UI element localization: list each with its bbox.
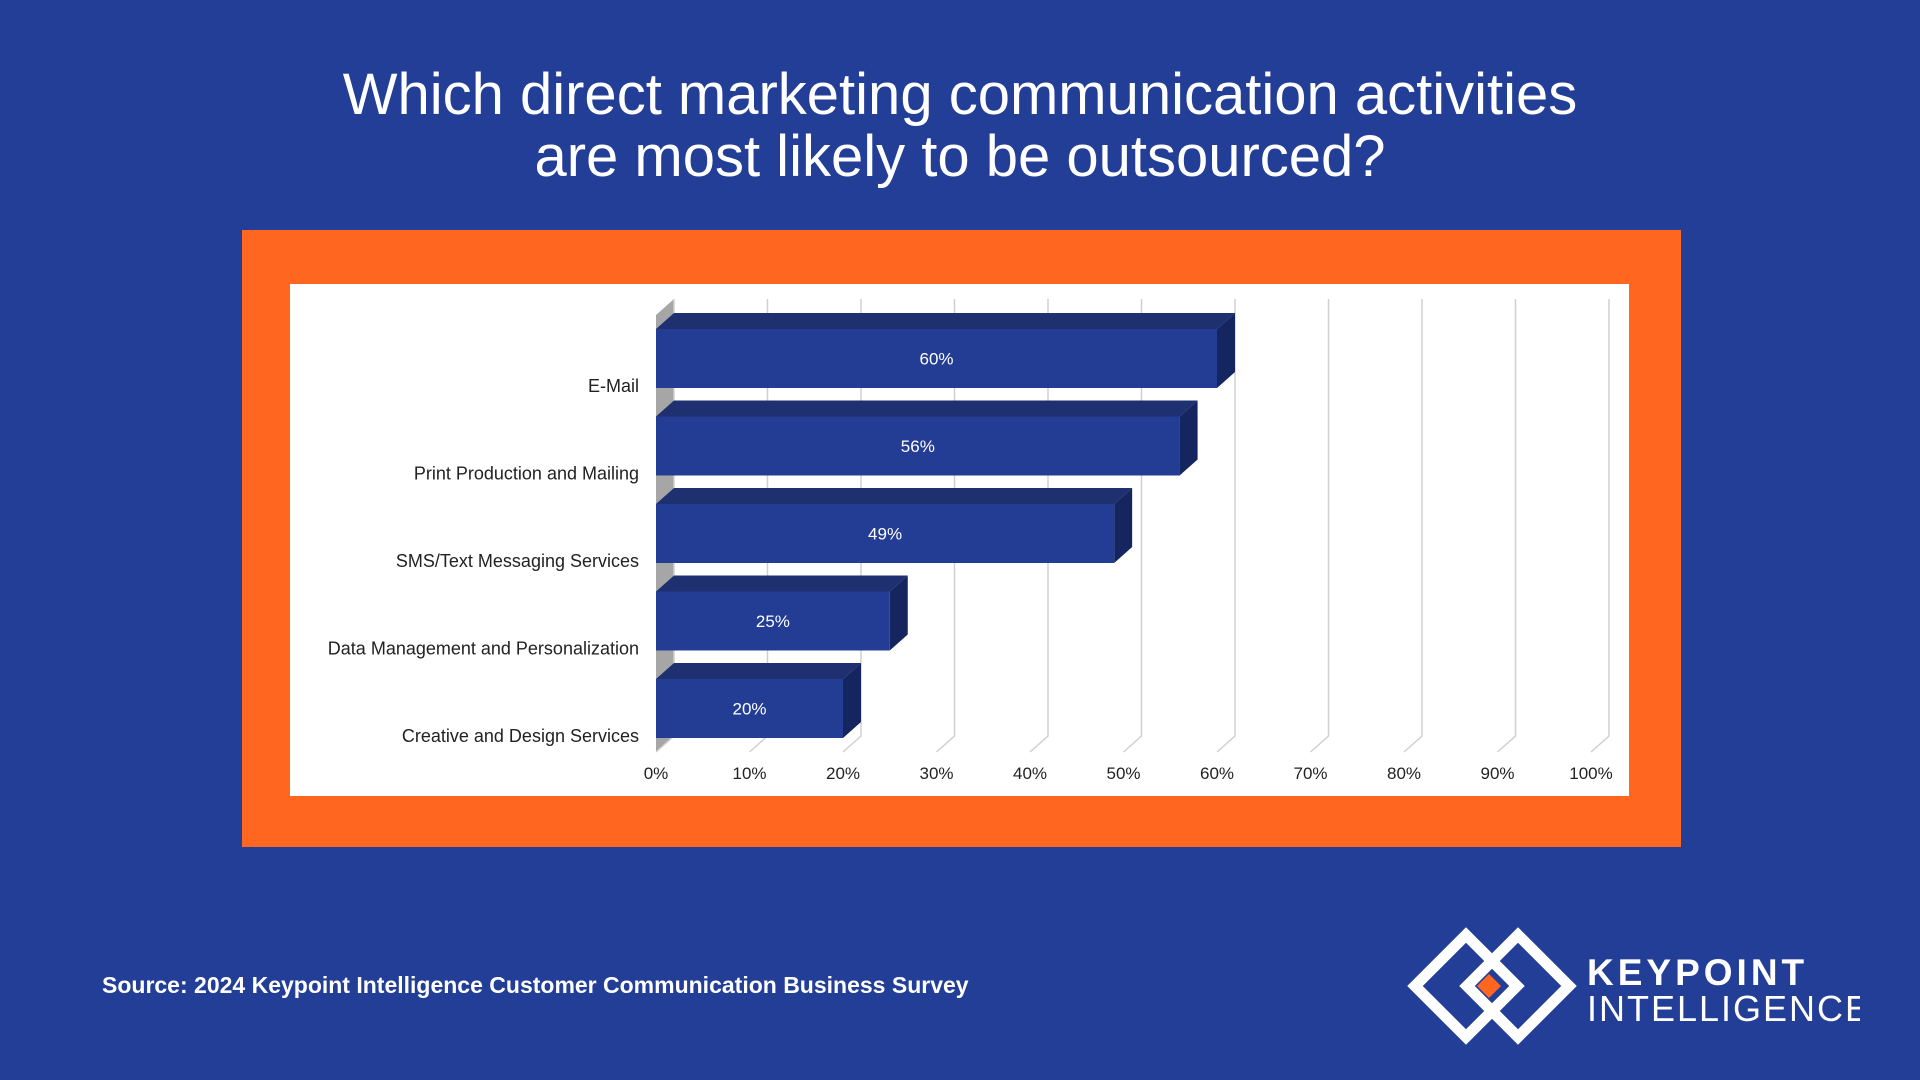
logo-text: KEYPOINT (1587, 952, 1808, 993)
bar (656, 416, 1180, 476)
x-tick-label: 30% (919, 764, 953, 783)
bar-top (656, 663, 861, 679)
logo-text: INTELLIGENCE (1587, 988, 1860, 1029)
x-tick-label: 60% (1200, 764, 1234, 783)
x-tick-label: 80% (1387, 764, 1421, 783)
value-label: 20% (732, 700, 766, 719)
chart-panel: 0% 10% 20% 30% 40% 50% 60% 70% 80% 90% 100% 60% E-Ma… (290, 284, 1629, 796)
x-tick-label: 90% (1480, 764, 1514, 783)
x-tick-label: 40% (1013, 764, 1047, 783)
chart-frame: 0% 10% 20% 30% 40% 50% 60% 70% 80% 90% 100% 60% E-Ma… (242, 230, 1681, 847)
source-note: Source: 2024 Keypoint Intelligence Custo… (102, 972, 969, 998)
x-tick-label: 100% (1569, 764, 1612, 783)
x-tick-label: 0% (644, 764, 669, 783)
logo: KEYPOINT INTELLIGENCE (1407, 927, 1860, 1045)
category-label: E-Mail (588, 376, 639, 396)
bar-top (656, 400, 1198, 417)
category-label: Data Management and Personalization (328, 639, 639, 659)
logo-accent (1477, 974, 1501, 998)
grid-line (1590, 299, 1610, 753)
bar-top (656, 313, 1235, 329)
value-label: 60% (919, 350, 953, 369)
bar (656, 679, 843, 738)
value-label: 49% (868, 525, 902, 544)
bar (656, 504, 1115, 563)
category-label: Print Production and Mailing (414, 464, 639, 484)
x-tick-label: 50% (1106, 764, 1140, 783)
bar (656, 329, 1217, 388)
bar-side (1217, 313, 1235, 388)
logo-diamond (1407, 927, 1525, 1045)
bar-top (656, 488, 1133, 504)
grid-line (1310, 299, 1330, 753)
value-label: 56% (901, 437, 935, 456)
bar-side (1179, 400, 1198, 476)
grid-line (1216, 299, 1236, 753)
x-tick-label: 20% (826, 764, 860, 783)
x-tick-label: 10% (732, 764, 766, 783)
bar-side (1114, 488, 1133, 563)
chart: 0% 10% 20% 30% 40% 50% 60% 70% 80% 90% 100% 60% E-Ma… (328, 299, 1613, 783)
grid-line (1497, 299, 1517, 753)
grid-line (1403, 299, 1423, 753)
chart-title: Which direct marketing communication act… (342, 62, 1578, 189)
logo-diamond (1459, 927, 1577, 1045)
bar-side (843, 663, 861, 738)
bar (656, 591, 890, 651)
x-tick-label: 70% (1293, 764, 1327, 783)
category-label: Creative and Design Services (402, 726, 639, 746)
bar-side (889, 575, 908, 651)
value-label: 25% (756, 612, 790, 631)
bar-top (656, 575, 908, 592)
category-label: SMS/Text Messaging Services (396, 551, 639, 571)
